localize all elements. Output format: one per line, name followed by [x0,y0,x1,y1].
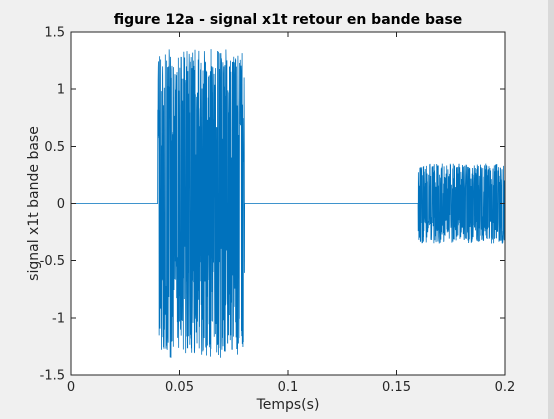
x-tick-label: 0.2 [495,380,516,395]
y-tick-label: 1.5 [44,26,65,41]
y-tick-label: -0.5 [40,254,65,269]
signal-layer [71,49,506,358]
y-tick-label: 0 [57,197,65,212]
x-axis-label: Temps(s) [256,397,320,413]
signal-line [71,49,506,358]
x-tick-label: 0.1 [278,380,299,395]
y-tick-label: 1 [57,83,65,98]
x-tick-label: 0 [67,380,75,395]
window-edge [548,0,554,419]
x-tick-label: 0.05 [165,380,194,395]
y-tick-label: 0.5 [44,140,65,155]
y-tick-label: -1.5 [40,369,65,384]
y-tick-label: -1 [52,311,65,326]
ticks: 0 0.05 0.1 0.15 0.2 -1.5 -1 -0.5 0 0.5 1 1.5 [40,26,516,396]
x-tick-label: 0.15 [382,380,411,395]
y-axis-label: signal x1t bande base [26,126,42,281]
chart-title: figure 12a - signal x1t retour en bande … [114,12,463,28]
